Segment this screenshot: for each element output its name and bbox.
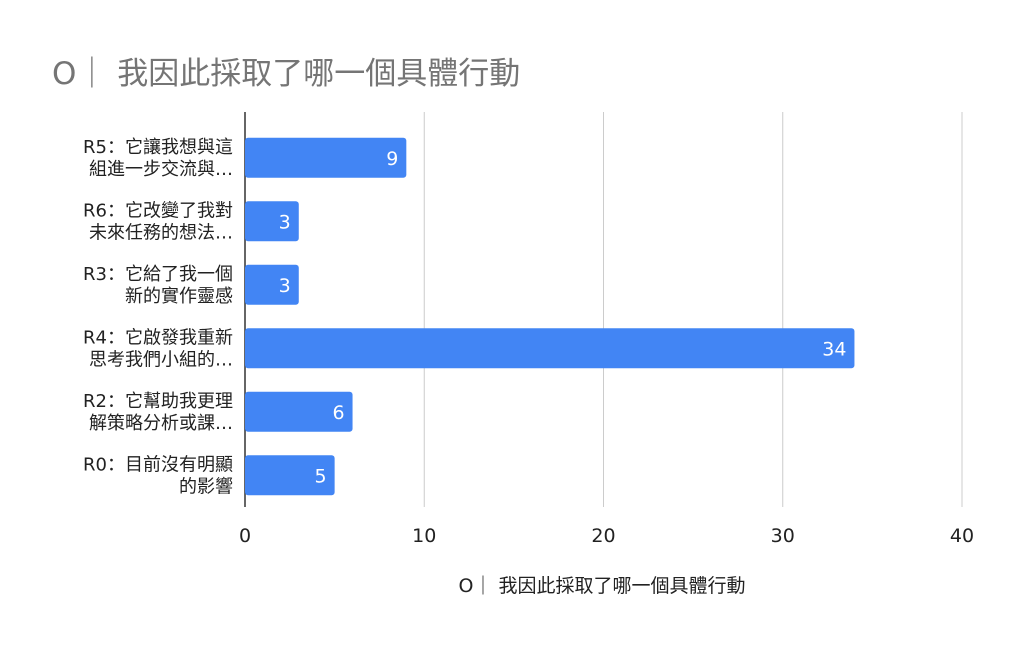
category-label: 組進一步交流與… (89, 159, 233, 180)
data-label: 3 (279, 211, 291, 233)
data-label: 3 (279, 275, 291, 297)
category-label: R0：目前沒有明顯 (83, 454, 233, 475)
category-label: R2：它幫助我更理 (83, 391, 233, 412)
category-label: R5：它讓我想與這 (83, 137, 233, 158)
bar (245, 391, 353, 432)
data-label: 5 (315, 465, 327, 487)
bar (245, 328, 855, 369)
category-label: 思考我們小組的… (89, 349, 233, 370)
category-label: 未來任務的想法… (89, 222, 233, 243)
x-tick-label: 20 (591, 525, 615, 547)
data-label: 9 (386, 148, 398, 170)
x-tick-label: 0 (239, 525, 251, 547)
bar (245, 455, 335, 496)
bar (245, 201, 299, 242)
bar (245, 264, 299, 305)
x-tick-label: 40 (950, 525, 974, 547)
category-label: R3：它給了我一個 (83, 264, 233, 285)
x-tick-label: 30 (771, 525, 795, 547)
category-label: R6：它改變了我對 (83, 200, 233, 221)
x-axis-title: O｜ 我因此採取了哪一個具體行動 (459, 575, 746, 597)
category-label: 解策略分析或課… (89, 413, 233, 434)
category-label: 新的實作靈感 (125, 286, 233, 307)
category-label: R4：它啟發我重新 (83, 327, 233, 348)
category-label: 的影響 (179, 476, 233, 497)
data-label: 34 (822, 338, 846, 360)
gridlines (244, 112, 963, 507)
chart-title: O｜ 我因此採取了哪一個具體行動 (52, 56, 520, 92)
bar (245, 137, 407, 178)
data-label: 6 (332, 402, 344, 424)
x-axis-ticks: 0 10 20 30 40 (239, 525, 974, 547)
x-tick-label: 10 (412, 525, 436, 547)
